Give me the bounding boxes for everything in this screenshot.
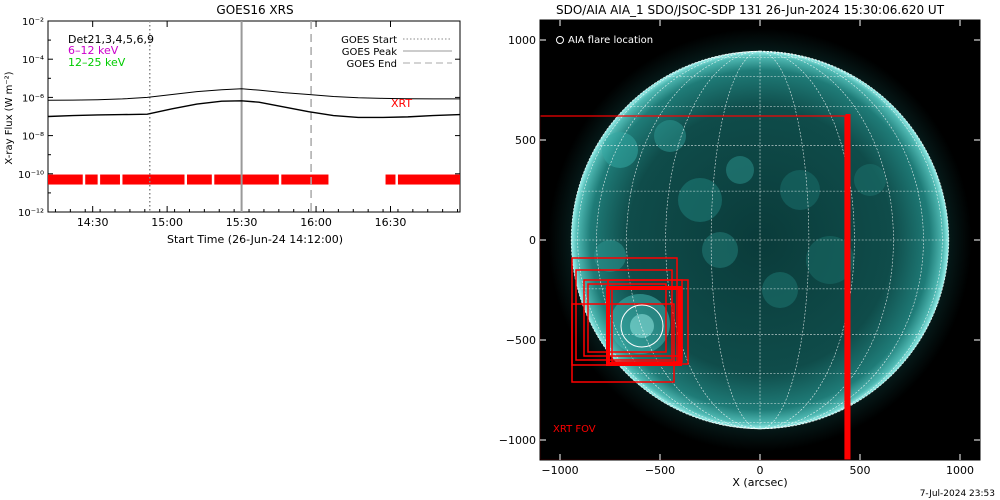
goes-xrt-coverage-segment: [397, 174, 460, 185]
figure-timestamp: 7-Jul-2024 23:53: [920, 489, 995, 499]
goes-x-tick-label: 15:00: [151, 216, 183, 229]
aia-active-region-blob: [762, 272, 798, 308]
goes-xrt-coverage-segment: [186, 174, 212, 185]
aia-longitude-line: [665, 50, 761, 430]
goes-x-tick-label: 16:00: [300, 216, 332, 229]
aia-xrt-fov-box: [575, 269, 673, 361]
aia-x-tick-label: 1000: [946, 464, 974, 477]
aia-active-region-blob: [630, 314, 654, 338]
goes-band-6-12-label: 6–12 keV: [68, 44, 119, 57]
aia-y-tick-label: 1000: [508, 34, 536, 47]
goes-title: GOES16 XRS: [216, 3, 293, 17]
goes-flux-series-line: [47, 88, 460, 101]
goes-band-12-25-label: 12–25 keV: [68, 56, 126, 69]
aia-xrt-fov-box: [571, 303, 675, 383]
aia-xrt-fov-boxes: [540, 114, 851, 460]
aia-active-region-blob: [806, 236, 854, 284]
goes-xrt-coverage-segment: [48, 174, 83, 185]
aia-longitude-line: [596, 50, 761, 430]
aia-limb-outline: [570, 50, 950, 430]
aia-y-tick-label: −500: [506, 334, 536, 347]
goes-flux-series: [47, 88, 461, 119]
aia-x-ticks: −1000 −500 0 500 1000: [541, 20, 974, 477]
goes-legend-label: GOES End: [347, 59, 397, 70]
aia-longitude-line: [577, 50, 761, 430]
aia-longitude-line: [759, 50, 924, 430]
goes-xrt-coverage: [48, 174, 460, 185]
aia-longitude-line: [759, 50, 855, 430]
aia-longitude-line: [759, 50, 894, 430]
aia-xrt-fov-box-thick: [606, 286, 682, 366]
goes-y-tick-label: 10⁻²: [22, 17, 44, 28]
aia-x-tick-label: 500: [850, 464, 871, 477]
goes-flux-series-line: [47, 100, 461, 119]
aia-active-region-blob: [780, 170, 820, 210]
goes-xrt-coverage-segment: [85, 174, 98, 185]
aia-xrt-fov-box: [587, 283, 667, 353]
goes-y-tick-label: 10⁻¹²: [18, 208, 44, 219]
aia-active-region-blob: [726, 156, 754, 184]
aia-active-region-blob: [854, 164, 886, 196]
goes-y-tick-label: 10⁻⁸: [22, 132, 44, 143]
aia-y-ticks: −1000 −500 0 500 1000: [499, 34, 980, 447]
aia-active-region-blob: [678, 178, 722, 222]
aia-y-tick-label: 0: [529, 234, 536, 247]
aia-longitude-line: [710, 50, 761, 430]
aia-active-region-blob: [602, 132, 638, 168]
aia-xrt-fov-label: XRT FOV: [553, 424, 596, 435]
goes-y-tick-label: 10⁻⁴: [22, 55, 44, 66]
goes-xrt-coverage-segment: [385, 174, 396, 185]
goes-xrt-coverage-segment: [214, 174, 279, 185]
aia-flare-location-circle: [620, 304, 664, 348]
aia-active-region-blob: [654, 120, 686, 152]
aia-longitude-line: [626, 50, 761, 430]
goes-legend-label: GOES Peak: [342, 47, 397, 58]
goes-y-tick-label: 10⁻⁶: [22, 93, 44, 104]
goes-lightcurve-panel: GOES16 XRS X-ray Flux (W m⁻²) Start Time…: [4, 3, 461, 246]
goes-y-tick-label: 10⁻¹⁰: [18, 170, 44, 181]
goes-y-axis-label: X-ray Flux (W m⁻²): [4, 71, 15, 164]
aia-longitude-line: [759, 50, 810, 430]
goes-xrt-coverage-segment: [100, 174, 120, 185]
aia-flare-legend-label: AIA flare location: [568, 35, 653, 46]
aia-x-tick-label: −1000: [541, 464, 578, 477]
aia-y-tick-label: −1000: [499, 434, 536, 447]
goes-xrt-label: XRT: [391, 97, 412, 110]
goes-xrt-coverage-segment: [122, 174, 185, 185]
aia-title: SDO/AIA AIA_1 SDO/JSOC-SDP 131 26-Jun-20…: [556, 3, 945, 17]
goes-legend-label: GOES Start: [341, 35, 397, 46]
aia-x-tick-label: −500: [645, 464, 675, 477]
aia-y-tick-label: 500: [515, 134, 536, 147]
goes-detectors-label: Det21,3,4,5,6,9: [68, 33, 154, 46]
aia-image-panel: SDO/AIA AIA_1 SDO/JSOC-SDP 131 26-Jun-20…: [499, 3, 981, 489]
goes-x-tick-label: 14:30: [77, 216, 109, 229]
aia-x-axis-label: X (arcsec): [732, 476, 787, 489]
goes-x-axis-label: Start Time (26-Jun-24 14:12:00): [167, 233, 343, 246]
goes-x-tick-label: 16:30: [375, 216, 407, 229]
aia-flare-legend-symbol: [556, 36, 564, 44]
goes-xrt-coverage-segment: [281, 174, 329, 185]
aia-active-region-blob: [594, 240, 626, 272]
aia-active-region-blob: [702, 232, 738, 268]
goes-x-ticks: 14:30 15:00 15:30 16:00 16:30: [54, 21, 459, 229]
goes-x-tick-label: 15:30: [226, 216, 258, 229]
aia-x-tick-label: 0: [757, 464, 764, 477]
aia-xrt-fov-box: [540, 115, 846, 460]
goes-event-markers: [149, 21, 312, 212]
